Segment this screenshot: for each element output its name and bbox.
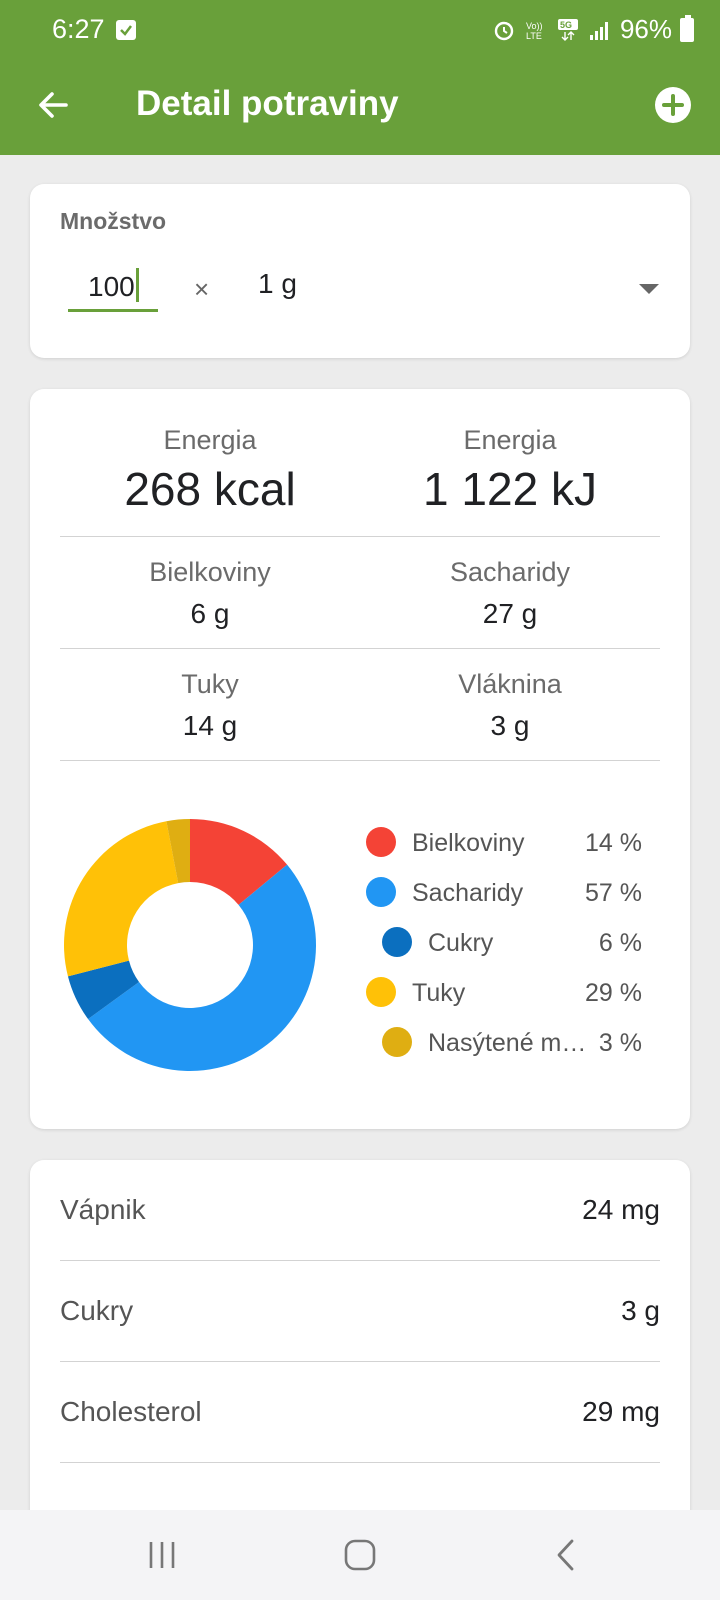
energy-kj-value: 1 122 kJ (423, 463, 597, 515)
list-item: Cukry 3 g (60, 1261, 660, 1362)
divider (60, 648, 660, 649)
add-button[interactable] (648, 80, 698, 130)
alarm-icon (494, 21, 514, 40)
fat: Tuky 14 g (60, 669, 360, 742)
sugars-slice (67, 960, 140, 1020)
recent-apps-button[interactable] (132, 1530, 192, 1580)
battery-icon (680, 14, 694, 42)
fiber-label: Vláknina (458, 669, 562, 699)
legend-label: Bielkoviny (412, 829, 525, 857)
protein-value: 6 g (190, 598, 230, 629)
arrow-left-icon (39, 92, 68, 118)
quantity-input[interactable]: 100 (68, 262, 158, 312)
legend-item: Cukry 6 % (366, 925, 642, 975)
fiber-value: 3 g (490, 710, 530, 741)
saturated-fat-slice (166, 819, 190, 884)
legend-percent: 14 % (585, 829, 642, 857)
legend-percent: 3 % (598, 1029, 642, 1057)
legend-item: Nasýtené m… 3 % (366, 1025, 642, 1075)
carbs-label: Sacharidy (449, 557, 571, 587)
legend-label: Nasýtené m… (428, 1029, 587, 1057)
quantity-value: 100 (88, 271, 135, 302)
carbs-value: 27 g (482, 598, 538, 629)
legend-color-dot (366, 877, 396, 907)
divider (60, 760, 660, 761)
legend-item: Sacharidy 57 % (366, 875, 642, 925)
svg-text:LTE: LTE (526, 31, 542, 41)
nutrient-value: 3 g (621, 1295, 660, 1326)
list-item: Vápnik 24 mg (60, 1160, 660, 1261)
status-bar: 6:27 Vo)) LTE 5G 96% (0, 0, 720, 60)
legend-percent: 57 % (585, 879, 642, 907)
energy-row: Energia 268 kcal Energia 1 122 kJ (60, 425, 660, 516)
nutrient-value: 29 mg (582, 1396, 660, 1427)
chevron-left-icon (557, 1539, 574, 1571)
divider (60, 1361, 660, 1362)
legend-color-dot (366, 977, 396, 1007)
task-check-icon (116, 20, 136, 40)
system-nav-bar (0, 1510, 720, 1600)
divider (60, 536, 660, 537)
nutrition-card: Energia 268 kcal Energia 1 122 kJ Bielko… (30, 389, 690, 1129)
legend-color-dot (382, 927, 412, 957)
fat-label: Tuky (181, 669, 239, 699)
app-bar: Detail potraviny (0, 60, 720, 155)
energy-kj: Energia 1 122 kJ (360, 425, 660, 516)
macro-row-2: Tuky 14 g Vláknina 3 g (60, 669, 660, 742)
battery-percent: 96% (619, 14, 672, 44)
legend-label: Cukry (428, 929, 494, 957)
page-title: Detail potraviny (136, 84, 399, 123)
svg-text:5G: 5G (560, 20, 572, 30)
plus-circle-icon (655, 87, 691, 123)
divider (60, 1462, 660, 1463)
legend-color-dot (366, 827, 396, 857)
protein-slice (190, 819, 288, 905)
legend-label: Tuky (412, 979, 466, 1007)
back-button[interactable] (28, 80, 78, 130)
nutrient-name: Cholesterol (60, 1396, 202, 1427)
nutrient-name: Cukry (60, 1295, 134, 1326)
quantity-label: Množstvo (60, 208, 167, 234)
list-item: Cholesterol 29 mg (60, 1362, 660, 1463)
legend-item: Bielkoviny 14 % (366, 825, 642, 875)
text-cursor (135, 268, 139, 302)
energy-kcal: Energia 268 kcal (60, 425, 360, 516)
legend-color-dot (382, 1027, 412, 1057)
macro-donut-chart (63, 819, 316, 1071)
unit-select[interactable]: 1 g (258, 268, 297, 299)
system-back-button[interactable] (536, 1530, 596, 1580)
protein: Bielkoviny 6 g (60, 557, 360, 630)
home-button[interactable] (330, 1530, 390, 1580)
status-time: 6:27 (52, 14, 105, 44)
5g-icon: 5G (557, 18, 578, 41)
legend-percent: 29 % (585, 979, 642, 1007)
multiply-sign: × (194, 274, 210, 304)
energy-kj-label: Energia (463, 425, 557, 455)
energy-kcal-value: 268 kcal (124, 463, 296, 515)
fat-slice (63, 821, 179, 977)
legend-label: Sacharidy (412, 879, 524, 907)
legend-item: Tuky 29 % (366, 975, 642, 1025)
svg-text:Vo)): Vo)) (526, 21, 543, 31)
divider (60, 1260, 660, 1261)
carbs: Sacharidy 27 g (360, 557, 660, 630)
nutrient-name: Vápnik (60, 1194, 146, 1225)
dropdown-arrow-icon[interactable] (634, 274, 664, 304)
carbs-slice (88, 864, 316, 1071)
protein-label: Bielkoviny (149, 557, 271, 587)
recents-icon (149, 1542, 175, 1568)
fat-value: 14 g (182, 710, 238, 741)
home-icon (344, 1539, 376, 1571)
fiber: Vláknina 3 g (360, 669, 660, 742)
legend-percent: 6 % (598, 929, 642, 957)
energy-kcal-label: Energia (163, 425, 257, 455)
nutrient-value: 24 mg (582, 1194, 660, 1225)
quantity-card: Množstvo 100 × 1 g (30, 184, 690, 358)
volte-icon: Vo)) LTE (526, 21, 543, 41)
chart-legend: Bielkoviny 14 % Sacharidy 57 % Cukry 6 % Tuky 2… (366, 825, 642, 1075)
macro-row-1: Bielkoviny 6 g Sacharidy 27 g (60, 557, 660, 630)
signal-icon (589, 21, 608, 40)
status-indicators: Vo)) LTE 5G 96% (492, 14, 694, 45)
